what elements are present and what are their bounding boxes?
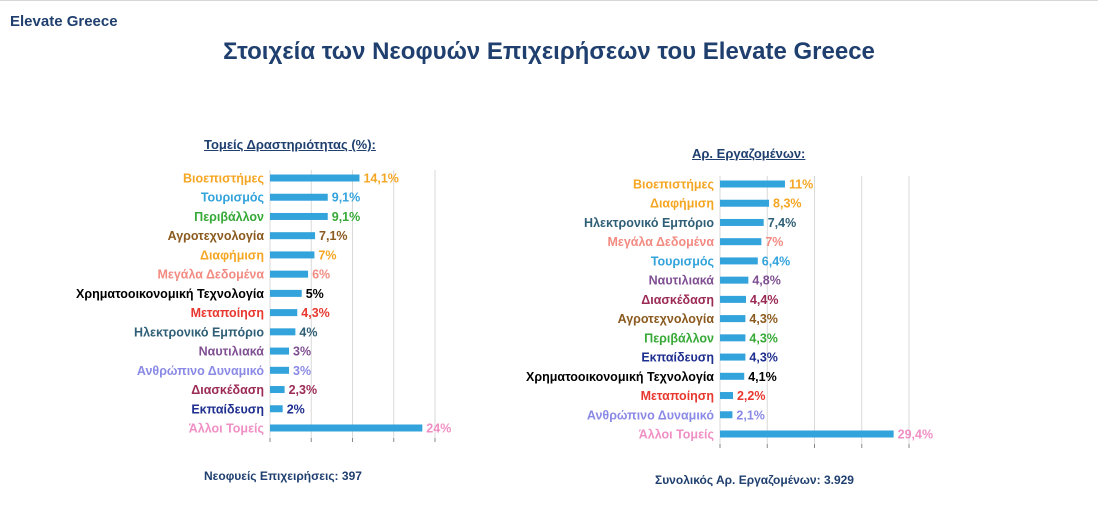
category-label: Εκπαίδευση — [191, 402, 264, 416]
bar — [270, 270, 309, 278]
value-label: 3% — [293, 364, 311, 378]
bar — [720, 257, 758, 265]
bar — [720, 199, 770, 207]
bar — [720, 430, 894, 438]
category-label: Διαφήμιση — [650, 197, 714, 211]
value-label: 7% — [765, 235, 783, 249]
value-label: 4,8% — [752, 274, 781, 288]
category-label: Τουρισμός — [201, 191, 264, 205]
bar — [270, 289, 302, 297]
bar — [720, 315, 746, 323]
bar — [270, 232, 316, 240]
category-label: Περιβάλλον — [644, 331, 714, 345]
bar — [270, 405, 283, 413]
value-label: 4,3% — [749, 312, 778, 326]
value-label: 4% — [299, 325, 317, 339]
bar — [270, 424, 423, 432]
category-label: Διασκέδαση — [641, 293, 714, 307]
bar — [720, 372, 745, 380]
top-divider — [0, 0, 1098, 1]
value-label: 24% — [426, 421, 451, 435]
category-label: Άλλοι Τομείς — [189, 421, 264, 435]
chart1-footer: Νεοφυείς Επιχειρήσεις: 397 — [204, 469, 362, 483]
category-label: Χρηματοοικονομική Τεχνολογία — [76, 287, 264, 301]
bar — [270, 174, 360, 182]
value-label: 29,4% — [898, 427, 933, 441]
bar — [270, 347, 290, 355]
chart2-title: Αρ. Εργαζομένων: — [692, 146, 806, 161]
value-label: 2% — [287, 402, 305, 416]
category-label: Μεταποίηση — [641, 389, 714, 403]
value-label: 9,1% — [332, 210, 361, 224]
value-label: 6,4% — [762, 254, 791, 268]
value-label: 9,1% — [332, 191, 361, 205]
category-label: Ανθρώπινο Δυναμικό — [137, 364, 264, 378]
gridlines — [719, 176, 910, 448]
value-label: 5% — [306, 287, 324, 301]
value-label: 8,3% — [773, 197, 802, 211]
value-label: 4,3% — [301, 306, 330, 320]
category-label: Τουρισμός — [651, 254, 714, 268]
value-label: 4,3% — [749, 351, 778, 365]
bar — [270, 309, 298, 317]
chart1-title: Τομείς Δραστηριότητας (%): — [204, 137, 376, 152]
category-label: Ανθρώπινο Δυναμικό — [587, 408, 714, 422]
sectors-bar-chart: Βιοεπιστήμες 14,1% Τουρισμός 9,1% Περιβάλλον… — [76, 170, 451, 442]
value-label: 11% — [789, 178, 813, 192]
value-label: 7,4% — [768, 216, 797, 230]
category-label: Βιοεπιστήμες — [183, 172, 264, 186]
value-label: 4,1% — [748, 370, 777, 384]
category-label: Μεταποίηση — [191, 306, 264, 320]
category-label: Αγροτεχνολογία — [618, 312, 715, 326]
bar — [270, 386, 285, 394]
value-label: 7,1% — [319, 229, 348, 243]
bar — [270, 251, 315, 259]
category-label: Ηλεκτρονικό Εμπόριο — [134, 325, 264, 339]
value-label: 2,1% — [736, 408, 765, 422]
bar — [720, 392, 733, 400]
bar — [720, 334, 746, 342]
brand-name: Elevate Greece — [10, 13, 118, 30]
category-label: Ηλεκτρονικό Εμπόριο — [584, 216, 714, 230]
category-label: Περιβάλλον — [194, 210, 264, 224]
bar — [720, 180, 785, 188]
value-label: 2,3% — [289, 383, 318, 397]
value-label: 7% — [318, 248, 336, 262]
category-label: Βιοεπιστήμες — [633, 178, 714, 192]
bar — [720, 276, 749, 284]
employees-bar-chart: Βιοεπιστήμες 11% Διαφήμιση 8,3% Ηλεκτρονικό … — [526, 176, 933, 448]
category-label: Χρηματοοικονομική Τεχνολογία — [526, 370, 714, 384]
chart2-footer: Συνολικός Αρ. Εργαζομένων: 3.929 — [655, 473, 854, 487]
value-label: 4,3% — [749, 331, 778, 345]
bar — [720, 218, 764, 226]
bar — [720, 411, 733, 419]
bar — [720, 238, 762, 246]
value-label: 6% — [312, 268, 330, 282]
page-title: Στοιχεία των Νεοφυών Επιχειρήσεων του El… — [223, 38, 875, 65]
category-label: Μεγάλα Δεδομένα — [607, 235, 714, 249]
bar — [720, 295, 746, 303]
category-label: Εκπαίδευση — [641, 351, 714, 365]
bar — [270, 193, 328, 201]
category-label: Ναυτιλιακά — [199, 345, 265, 359]
value-label: 14,1% — [363, 172, 398, 186]
category-label: Αγροτεχνολογία — [168, 229, 265, 243]
category-label: Διασκέδαση — [191, 383, 264, 397]
bar — [720, 353, 746, 361]
value-label: 4,4% — [750, 293, 779, 307]
bar — [270, 212, 328, 220]
category-label: Ναυτιλιακά — [649, 274, 715, 288]
category-label: Μεγάλα Δεδομένα — [157, 268, 264, 282]
category-label: Άλλοι Τομείς — [639, 427, 714, 441]
bar — [270, 366, 290, 374]
bar — [270, 328, 296, 336]
value-label: 3% — [293, 345, 311, 359]
category-label: Διαφήμιση — [200, 248, 264, 262]
value-label: 2,2% — [737, 389, 766, 403]
